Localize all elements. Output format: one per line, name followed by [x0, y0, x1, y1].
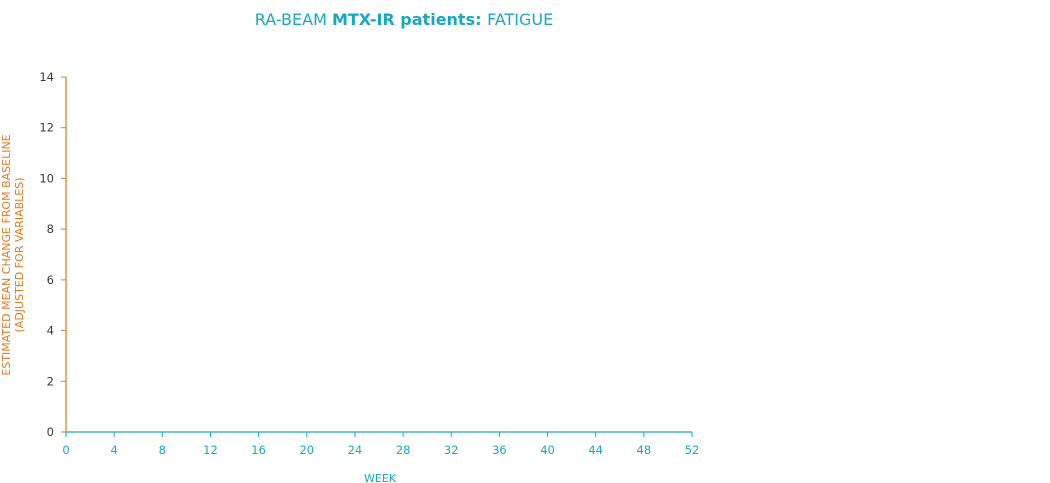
x-tick-label: 36 [492, 443, 507, 457]
y-ticks: 0 2 4 6 8 10 12 14 [39, 70, 66, 439]
x-tick-label: 20 [299, 443, 314, 457]
x-tick-label: 8 [159, 443, 166, 457]
y-tick-label: 8 [47, 222, 54, 236]
y-tick-label: 14 [39, 70, 54, 84]
y-tick-label: 2 [47, 374, 54, 388]
y-tick-label: 12 [39, 121, 54, 135]
chart-title-part: MTX-IR patients: [332, 10, 487, 29]
y-tick-label: 6 [47, 273, 54, 287]
x-tick-label: 0 [62, 443, 69, 457]
y-tick-label: 10 [39, 171, 54, 185]
x-tick-label: 40 [540, 443, 555, 457]
x-tick-label: 48 [637, 443, 652, 457]
x-tick-label: 12 [203, 443, 218, 457]
x-tick-label: 44 [588, 443, 603, 457]
y-axis-title-line1: ESTIMATED MEAN CHANGE FROM BASELINE [0, 134, 13, 375]
chart-title-part: RA-BEAM [255, 10, 332, 29]
y-axis-title: ESTIMATED MEAN CHANGE FROM BASELINE (ADJ… [0, 134, 26, 375]
x-tick-label: 16 [251, 443, 266, 457]
chart-title-part: FATIGUE [487, 10, 553, 29]
x-tick-label: 28 [396, 443, 411, 457]
x-axis-title: WEEK [364, 472, 397, 483]
x-tick-label: 24 [348, 443, 363, 457]
axes [65, 77, 692, 433]
y-axis-title-line2: (ADJUSTED FOR VARIABLES) [13, 178, 26, 333]
x-ticks: 0 4 8 12 16 20 24 28 32 36 40 44 48 52 [62, 432, 699, 457]
y-tick-label: 4 [47, 324, 54, 338]
chart-title: RA-BEAM MTX-IR patients: FATIGUE [255, 10, 553, 29]
x-tick-label: 32 [444, 443, 459, 457]
x-tick-label: 4 [110, 443, 117, 457]
y-tick-label: 0 [47, 425, 54, 439]
x-tick-label: 52 [685, 443, 700, 457]
